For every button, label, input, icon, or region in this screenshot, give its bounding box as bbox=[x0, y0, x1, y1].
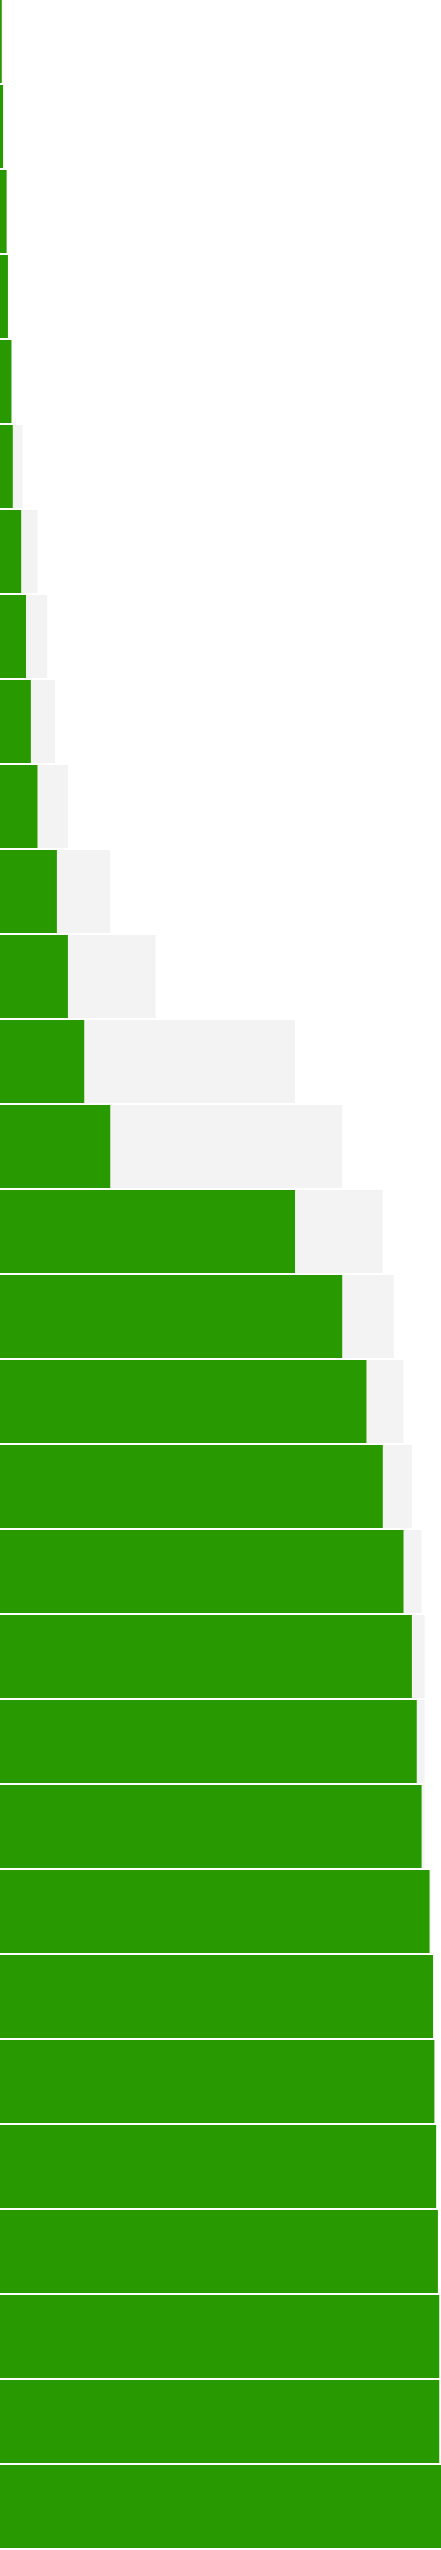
bar bbox=[0, 1615, 412, 1698]
bar bbox=[0, 340, 12, 423]
bar bbox=[0, 1955, 434, 2038]
bar bbox=[0, 1360, 367, 1443]
bar bbox=[0, 0, 2, 83]
bar bbox=[0, 935, 68, 1018]
bar bbox=[0, 2380, 440, 2463]
bar bbox=[0, 680, 31, 763]
bar bbox=[0, 2210, 438, 2293]
bar bbox=[0, 1700, 417, 1783]
bar bbox=[0, 1445, 383, 1528]
bar bbox=[0, 850, 57, 933]
bar bbox=[0, 1105, 111, 1188]
bar bbox=[0, 765, 38, 848]
bar bbox=[0, 2295, 440, 2378]
bar bbox=[0, 1190, 296, 1273]
bar bbox=[0, 1275, 343, 1358]
bar bbox=[0, 1870, 430, 1953]
bar bbox=[0, 1020, 85, 1103]
bar bbox=[0, 1530, 404, 1613]
bar bbox=[0, 510, 22, 593]
bar bbox=[0, 255, 8, 338]
bar bbox=[0, 170, 7, 253]
bar bbox=[0, 1785, 422, 1868]
bar bbox=[0, 2125, 437, 2208]
bar bbox=[0, 2465, 441, 2548]
bar bbox=[0, 595, 27, 678]
bar bbox=[0, 2040, 435, 2123]
bar bbox=[0, 85, 4, 168]
bar bbox=[0, 425, 13, 508]
